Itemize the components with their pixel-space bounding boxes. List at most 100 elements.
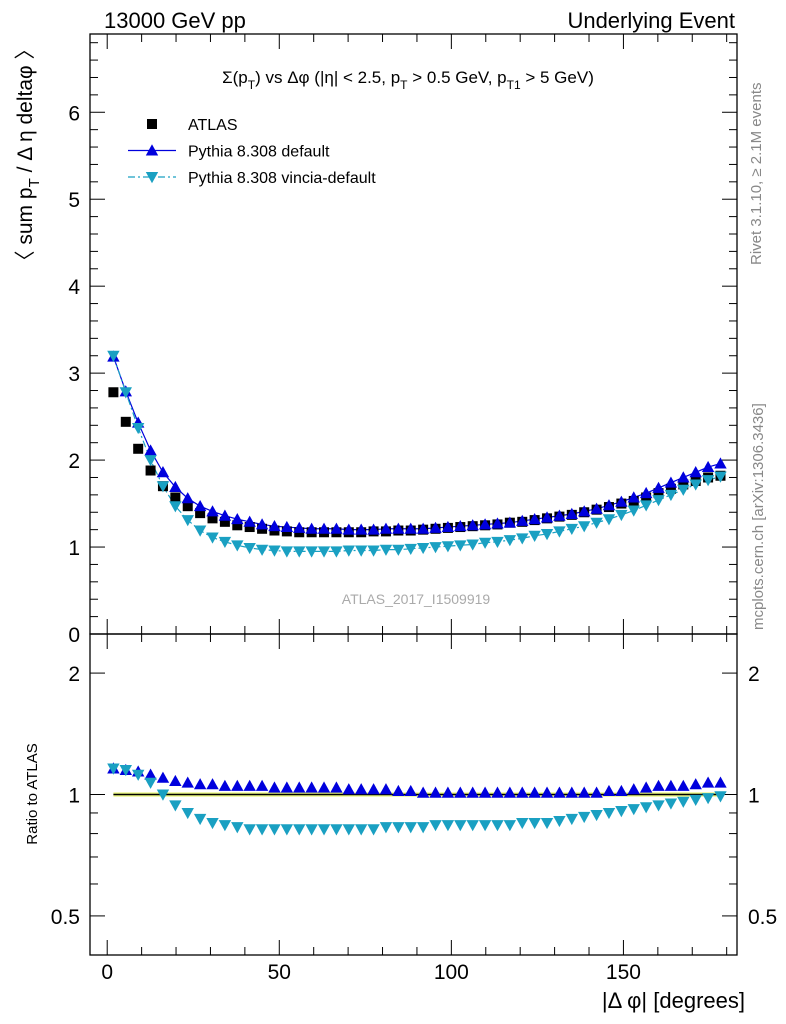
ratio-point-pythia-8-308-default [429, 786, 442, 798]
data-point-pythia-8-308-vincia-default [293, 546, 306, 558]
data-point-pythia-8-308-default [206, 505, 219, 517]
ratio-point-pythia-8-308-default [169, 774, 182, 786]
ratio-point-pythia-8-308-vincia-default [478, 820, 492, 832]
data-point-pythia-8-308-default [317, 522, 331, 534]
data-point-pythia-8-308-vincia-default [714, 471, 727, 483]
ratio-point-pythia-8-308-vincia-default [677, 796, 690, 808]
data-point-pythia-8-308-default [181, 492, 194, 504]
ratio-point-pythia-8-308-vincia-default [243, 824, 256, 836]
series-line-pythia-8-308-vincia-default [112, 355, 721, 552]
ratio-point-pythia-8-308-default [330, 781, 343, 793]
data-point-pythia-8-308-default [615, 495, 628, 507]
title-sub-2: T [400, 78, 408, 92]
data-point-pythia-8-308-vincia-default [156, 481, 170, 493]
data-point-pythia-8-308-default [156, 466, 170, 478]
ratio-point-pythia-8-308-default [441, 786, 455, 798]
legend-label-pythia-8-308-vincia-default: Pythia 8.308 vincia-default [188, 170, 376, 187]
main-y-tick-label: 6 [68, 102, 80, 125]
ratio-point-pythia-8-308-vincia-default [454, 820, 467, 832]
ratio-point-pythia-8-308-vincia-default [354, 824, 368, 836]
ratio-point-pythia-8-308-vincia-default [107, 763, 120, 775]
ratio-point-pythia-8-308-default [193, 778, 207, 790]
data-point-pythia-8-308-vincia-default [478, 537, 492, 549]
ratio-point-pythia-8-308-default [615, 784, 628, 796]
ratio-point-pythia-8-308-vincia-default [379, 822, 393, 834]
ratio-point-pythia-8-308-default [317, 781, 331, 793]
data-point-pythia-8-308-vincia-default [193, 525, 207, 537]
ratio-point-pythia-8-308-default [664, 779, 678, 791]
data-point-pythia-8-308-default [565, 507, 579, 519]
data-point-pythia-8-308-vincia-default [565, 523, 579, 535]
ratio-point-pythia-8-308-default [342, 783, 355, 795]
ratio-point-pythia-8-308-default [231, 779, 244, 791]
data-point-pythia-8-308-vincia-default [181, 515, 194, 527]
data-point-pythia-8-308-default [416, 522, 430, 534]
ratio-point-pythia-8-308-default [255, 779, 269, 791]
ratio-point-pythia-8-308-default [144, 768, 157, 780]
ratio-point-pythia-8-308-default [478, 786, 492, 798]
ratio-point-pythia-8-308-default [218, 779, 232, 791]
ratio-point-pythia-8-308-vincia-default [169, 800, 182, 812]
main-plot-title: Σ(pT) vs Δφ (|η| < 2.5, pT > 0.5 GeV, pT… [222, 68, 594, 92]
data-point-pythia-8-308-vincia-default [367, 545, 380, 557]
data-point-pythia-8-308-vincia-default [379, 544, 393, 556]
main-y-tick-label: 1 [68, 537, 80, 560]
data-point-atlas [108, 387, 119, 398]
data-point-pythia-8-308-default [516, 514, 529, 526]
data-point-pythia-8-308-vincia-default [305, 546, 318, 558]
ratio-point-pythia-8-308-vincia-default [404, 822, 417, 834]
ratio-point-pythia-8-308-vincia-default [590, 809, 603, 822]
data-point-pythia-8-308-default [652, 481, 665, 493]
data-point-pythia-8-308-default [429, 521, 442, 533]
data-point-pythia-8-308-default [677, 471, 690, 483]
data-point-pythia-8-308-vincia-default [664, 489, 678, 502]
data-point-pythia-8-308-vincia-default [404, 543, 417, 555]
data-point-pythia-8-308-default [590, 502, 603, 514]
ratio-point-pythia-8-308-default [354, 783, 368, 795]
data-point-pythia-8-308-default [491, 517, 504, 529]
ratio-point-pythia-8-308-vincia-default [330, 824, 343, 836]
ratio-point-pythia-8-308-default [701, 776, 715, 788]
ratio-point-pythia-8-308-default [305, 781, 318, 793]
data-point-atlas [665, 483, 676, 494]
ratio-point-pythia-8-308-default [454, 786, 467, 798]
data-point-pythia-8-308-default [231, 513, 244, 525]
data-point-atlas [182, 501, 193, 512]
data-point-pythia-8-308-default [293, 521, 306, 533]
data-point-pythia-8-308-vincia-default [206, 532, 219, 544]
data-point-pythia-8-308-vincia-default [144, 455, 157, 467]
analysis-watermark: ATLAS_2017_I1509919 [342, 591, 491, 607]
data-point-pythia-8-308-default [342, 523, 355, 535]
data-point-pythia-8-308-vincia-default [330, 546, 343, 558]
main-y-axis-label: 〈 sum pT / Δ η deltaφ 〉 [14, 39, 43, 272]
data-point-pythia-8-308-vincia-default [107, 350, 120, 362]
ratio-y-tick-label: 2 [68, 663, 80, 686]
ratio-point-pythia-8-308-default [528, 786, 541, 798]
data-point-pythia-8-308-vincia-default [317, 546, 331, 558]
ratio-point-pythia-8-308-vincia-default [367, 824, 380, 836]
data-point-pythia-8-308-vincia-default [268, 545, 281, 557]
data-point-pythia-8-308-default [454, 519, 467, 532]
ratio-point-pythia-8-308-vincia-default [231, 822, 244, 834]
data-point-pythia-8-308-vincia-default [503, 535, 517, 547]
ratio-point-pythia-8-308-vincia-default [627, 804, 640, 816]
data-point-pythia-8-308-default [441, 520, 455, 533]
ratio-point-pythia-8-308-vincia-default [689, 794, 702, 807]
data-point-pythia-8-308-vincia-default [652, 495, 665, 507]
data-point-pythia-8-308-default [540, 511, 554, 523]
ratio-point-pythia-8-308-default [156, 771, 170, 783]
ratio-point-pythia-8-308-default [491, 786, 504, 798]
data-point-pythia-8-308-vincia-default [243, 542, 256, 555]
ratio-point-pythia-8-308-vincia-default [268, 824, 281, 836]
ratio-point-pythia-8-308-default [503, 786, 517, 798]
data-point-pythia-8-308-vincia-default [590, 517, 603, 529]
ratio-point-pythia-8-308-default [652, 779, 665, 791]
data-point-atlas [653, 488, 664, 499]
main-y-tick-label: 5 [68, 189, 80, 212]
ratio-point-pythia-8-308-default [367, 783, 380, 795]
ratio-point-pythia-8-308-default [540, 786, 554, 798]
data-point-atlas [195, 508, 206, 519]
data-point-pythia-8-308-default [193, 499, 207, 512]
legend-marker-pythia-8-308-default [145, 144, 159, 156]
